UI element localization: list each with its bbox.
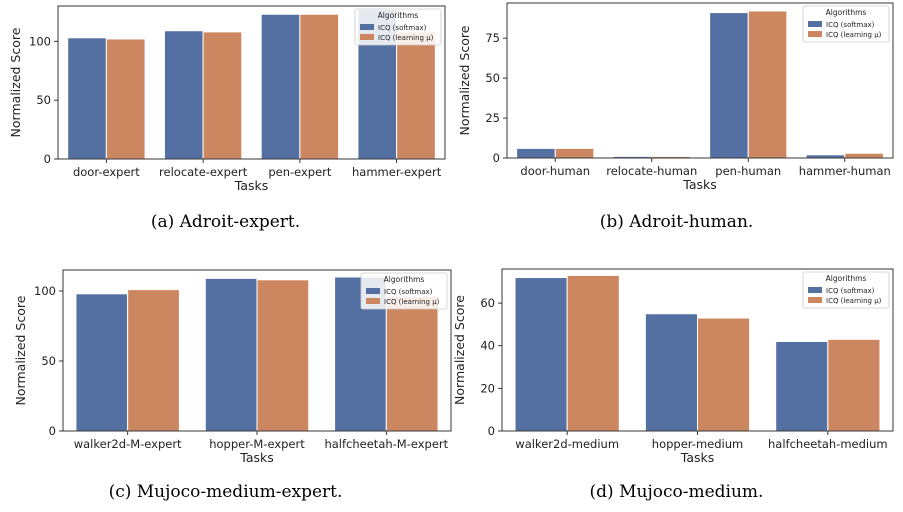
- y-axis-label: Normalized Score: [457, 25, 472, 135]
- x-tick-label: pen-expert: [268, 165, 332, 179]
- x-axis-label: Tasks: [239, 450, 274, 465]
- y-tick-label: 20: [480, 381, 495, 395]
- legend-entry-learning-mu: ICQ (learning μ): [826, 31, 882, 39]
- y-tick-label: 50: [41, 354, 56, 368]
- legend-entry-learning-mu: ICQ (learning μ): [378, 34, 434, 42]
- x-tick-label: walker2d-medium: [515, 437, 619, 451]
- bar-softmax-0: [516, 147, 556, 159]
- caption-adroit-human: (b) Adroit-human.: [599, 212, 754, 232]
- bar-softmax-2: [709, 12, 749, 159]
- bar-softmax-1: [644, 313, 698, 432]
- bar-softmax-1: [163, 30, 204, 160]
- legend-entry-learning-mu: ICQ (learning μ): [826, 297, 882, 305]
- legend-entry-softmax: ICQ (softmax): [826, 21, 875, 29]
- y-tick-label: 60: [480, 296, 495, 310]
- bar-learning-mu-1: [256, 279, 310, 432]
- legend-entry-softmax: ICQ (softmax): [826, 287, 875, 295]
- y-axis-label: Normalized Score: [8, 27, 23, 137]
- plot-frame: [506, 2, 894, 159]
- y-tick-label: 50: [36, 93, 51, 107]
- x-tick-label: hopper-M-expert: [209, 437, 305, 451]
- caption-mujoco-medium: (d) Mujoco-medium.: [589, 482, 764, 502]
- legend-title: Algorithms: [826, 8, 867, 17]
- chart-panel-adroit-human: 0 25 50 75 door-human relocate-human pen-human…: [451, 0, 902, 200]
- y-tick-label: 75: [485, 31, 500, 45]
- chart-panel-mujoco-medium: 0 20 40 60 walker2d-medium hopper-medium halfc…: [451, 262, 902, 472]
- x-tick-label: pen-human: [715, 164, 781, 178]
- y-tick-label: 100: [34, 284, 56, 298]
- y-tick-label: 0: [49, 424, 56, 438]
- bar-learning-mu-2: [299, 13, 340, 160]
- y-axis-label: Normalized Score: [13, 295, 28, 405]
- x-axis-label: Tasks: [682, 177, 717, 192]
- x-tick-label: halfcheetah-medium: [768, 437, 888, 451]
- x-tick-label: hammer-human: [799, 164, 891, 178]
- bar-learning-mu-1: [697, 317, 751, 432]
- x-tick-label: hammer-expert: [352, 165, 442, 179]
- legend-box: [360, 272, 448, 310]
- bar-softmax-3: [805, 154, 846, 159]
- bar-learning-mu-3: [844, 152, 884, 159]
- bar-chart-mujoco-medium-expert: 0 50 100 walker2d-M-expert hopper-M-expert ha…: [13, 269, 452, 465]
- y-tick-label: 0: [493, 151, 500, 165]
- legend-entry-softmax: ICQ (softmax): [378, 24, 427, 32]
- chart-panel-mujoco-medium-expert: 0 50 100 walker2d-M-expert hopper-M-expert ha…: [0, 262, 452, 472]
- bar-learning-mu-2: [385, 296, 439, 432]
- bar-softmax-0: [514, 277, 568, 432]
- x-tick-label: door-expert: [73, 165, 140, 179]
- bar-softmax-1: [204, 277, 258, 432]
- bar-learning-mu-0: [127, 289, 180, 432]
- bar-chart-mujoco-medium: 0 20 40 60 walker2d-medium hopper-medium halfc…: [452, 268, 894, 465]
- bar-chart-adroit-human: 0 25 50 75 door-human relocate-human pen-human…: [457, 2, 894, 192]
- legend-swatch-learning-mu: [360, 34, 374, 40]
- bar-learning-mu-3: [396, 31, 436, 160]
- bar-softmax-0: [67, 37, 107, 160]
- legend-title: Algorithms: [384, 275, 425, 284]
- legend-swatch-softmax: [808, 287, 822, 293]
- legend-entry-learning-mu: ICQ (learning μ): [384, 298, 440, 306]
- chart-panel-adroit-expert: 0 50 100 door-expert relocate-expert pen-expe…: [0, 0, 451, 200]
- legend-title: Algorithms: [378, 11, 419, 20]
- x-tick-label: walker2d-M-expert: [74, 437, 182, 451]
- bar-learning-mu-2: [747, 10, 788, 159]
- bar-softmax-2: [260, 13, 301, 160]
- y-tick-label: 0: [488, 424, 495, 438]
- y-tick-label: 0: [44, 152, 51, 166]
- legend-box: [802, 271, 890, 309]
- legend-box: [354, 8, 442, 46]
- y-axis-label: Normalized Score: [452, 295, 467, 405]
- legend-swatch-learning-mu: [808, 31, 822, 37]
- legend-box: [802, 5, 890, 43]
- x-tick-label: halfcheetah-M-expert: [324, 437, 448, 451]
- bar-learning-mu-1: [202, 31, 243, 160]
- y-tick-label: 50: [485, 71, 500, 85]
- y-tick-label: 40: [480, 339, 495, 353]
- legend-swatch-softmax: [366, 288, 380, 294]
- caption-adroit-expert: (a) Adroit-expert.: [150, 212, 301, 232]
- x-tick-label: relocate-human: [606, 164, 697, 178]
- x-axis-label: Tasks: [680, 450, 715, 465]
- legend-entry-softmax: ICQ (softmax): [384, 288, 433, 296]
- plot-frame: [57, 5, 446, 160]
- bar-learning-mu-0: [554, 147, 595, 159]
- bar-learning-mu-0: [105, 38, 146, 160]
- bar-learning-mu-2: [827, 338, 881, 432]
- bar-softmax-0: [75, 293, 129, 432]
- x-tick-label: hopper-medium: [652, 437, 743, 451]
- legend-swatch-learning-mu: [808, 297, 822, 303]
- legend-swatch-softmax: [808, 21, 822, 27]
- legend-title: Algorithms: [826, 274, 867, 283]
- legend-swatch-learning-mu: [366, 298, 380, 304]
- x-axis-label: Tasks: [234, 178, 269, 193]
- bar-chart-adroit-expert: 0 50 100 door-expert relocate-expert pen-expe…: [8, 5, 446, 193]
- bar-learning-mu-0: [566, 274, 620, 432]
- x-tick-label: door-human: [520, 164, 590, 178]
- legend-swatch-softmax: [360, 24, 374, 30]
- y-tick-label: 25: [485, 111, 500, 125]
- bar-softmax-2: [775, 340, 829, 432]
- caption-mujoco-medium-expert: (c) Mujoco-medium-expert.: [108, 482, 343, 502]
- x-tick-label: relocate-expert: [159, 165, 248, 179]
- y-tick-label: 100: [29, 34, 51, 48]
